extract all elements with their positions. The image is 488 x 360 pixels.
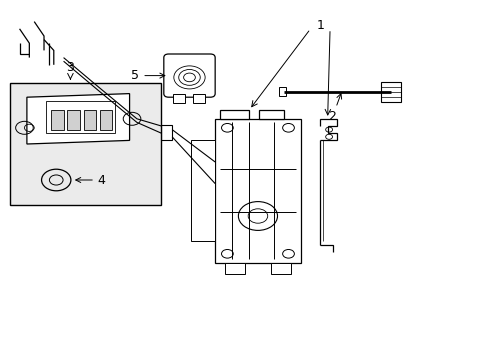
Bar: [83, 110, 96, 130]
Bar: [278, 87, 285, 96]
Bar: [193, 94, 205, 103]
Bar: [224, 263, 244, 274]
Text: 5: 5: [131, 69, 164, 82]
Bar: [67, 110, 80, 130]
Bar: [10, 83, 161, 205]
Bar: [51, 110, 63, 130]
Text: 1: 1: [316, 19, 324, 32]
FancyBboxPatch shape: [163, 54, 215, 97]
Bar: [381, 82, 400, 102]
Text: 2: 2: [328, 94, 341, 123]
Bar: [259, 110, 283, 119]
Bar: [100, 110, 112, 130]
Bar: [46, 101, 115, 133]
Polygon shape: [27, 94, 129, 144]
Bar: [161, 125, 172, 140]
Bar: [172, 94, 184, 103]
Text: 3: 3: [66, 61, 74, 74]
Bar: [271, 263, 290, 274]
Bar: [190, 140, 215, 241]
Bar: [215, 119, 300, 263]
Bar: [220, 110, 249, 119]
Text: 4: 4: [76, 174, 105, 186]
